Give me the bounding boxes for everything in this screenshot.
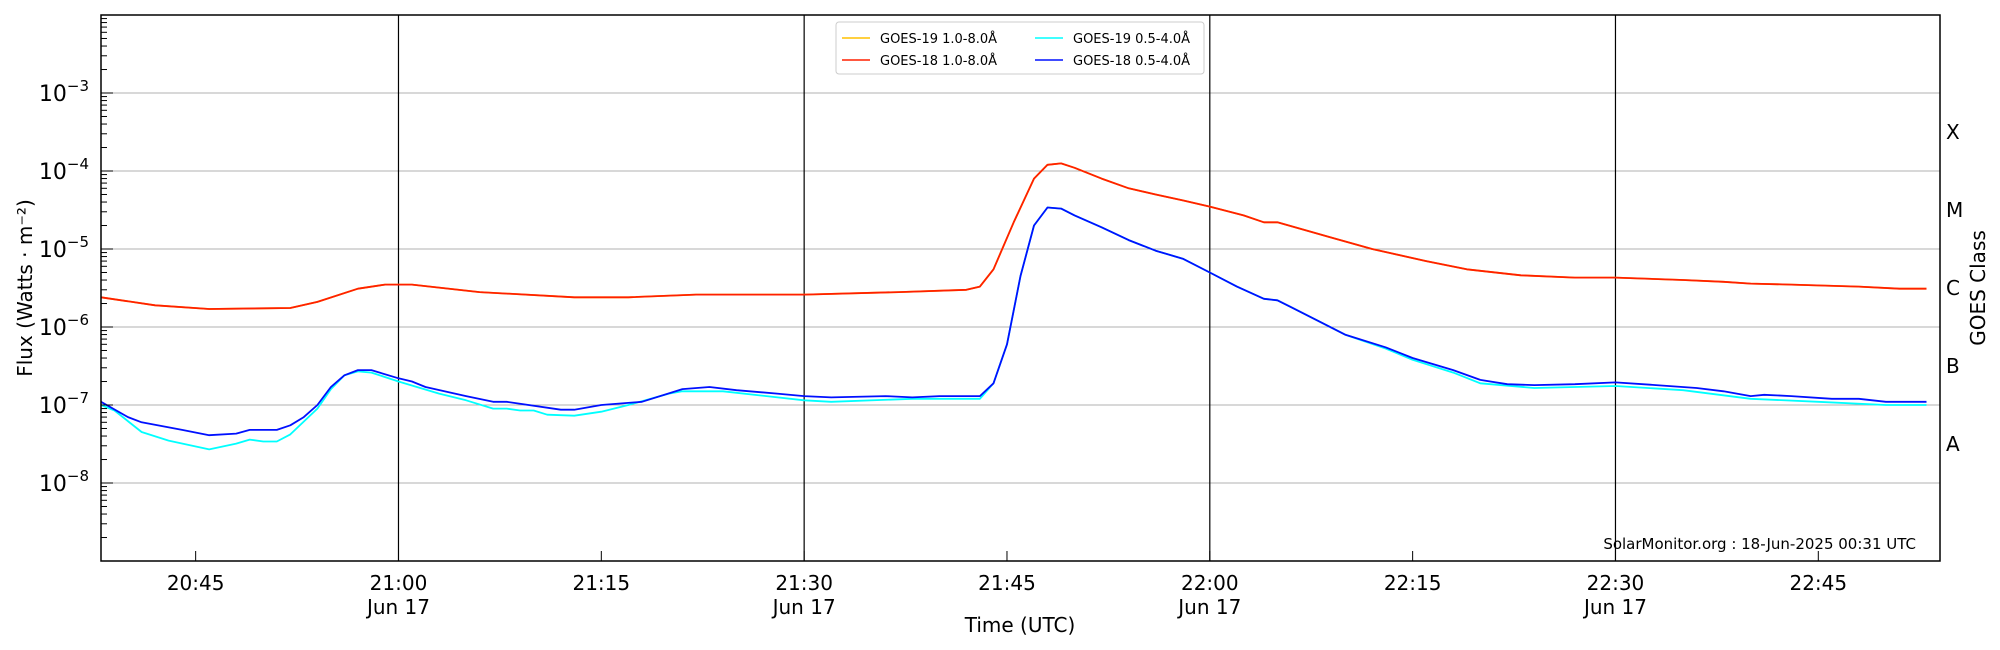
series-line-goes-18-0-5-4-0- [100, 206, 1927, 437]
y-tick-label: 10−5 [39, 233, 89, 263]
legend: GOES-19 1.0-8.0Å GOES-19 0.5-4.0Å GOES-18 … [835, 21, 1205, 75]
legend-box [835, 21, 1205, 75]
x-tick-date-label: Jun 17 [771, 595, 836, 619]
x-tick-label: 22:30 [1587, 571, 1645, 595]
y-tick-label: 10−3 [39, 77, 89, 107]
x-tick-label: 21:45 [978, 571, 1036, 595]
goes-class-label-M: M [1946, 198, 1963, 222]
series-line-goes-19-0-5-4-0- [100, 206, 1927, 451]
y-tick-label: 10−4 [39, 155, 89, 185]
goes-class-label-C: C [1946, 276, 1960, 300]
series-line-goes-19-1-0-8-0- [100, 162, 1927, 310]
y-axis-right-label: GOES Class [1966, 230, 1990, 346]
series-line-goes-18-1-0-8-0- [100, 162, 1927, 310]
goes-class-labels: X M C B A [1946, 120, 1963, 456]
x-tick-label: 20:45 [167, 571, 225, 595]
x-tick-label: 22:45 [1789, 571, 1847, 595]
goes-class-label-A: A [1946, 432, 1960, 456]
legend-entry-label: GOES-18 0.5-4.0Å [1073, 53, 1190, 69]
legend-entry-label: GOES-19 0.5-4.0Å [1073, 31, 1190, 47]
x-tick-label: 22:00 [1181, 571, 1239, 595]
x-tick-date-label: Jun 17 [1176, 595, 1241, 619]
legend-entry-label: GOES-19 1.0-8.0Å [880, 31, 997, 47]
y-axis-ticks: 10−8 10−7 10−6 10−5 10−4 10−3 [39, 18, 113, 539]
plot-frame [100, 14, 1941, 562]
x-tick-date-label: Jun 17 [1582, 595, 1647, 619]
x-axis-label: Time (UTC) [964, 613, 1076, 637]
x-tick-label: 21:00 [370, 571, 428, 595]
goes-class-label-X: X [1946, 120, 1960, 144]
x-tick-label: 21:15 [572, 571, 630, 595]
x-tick-label: 21:30 [775, 571, 833, 595]
series-lines [100, 162, 1927, 451]
day-marker-lines [397, 15, 1617, 561]
grid-lines [101, 92, 1940, 484]
goes-class-label-B: B [1946, 354, 1960, 378]
y-tick-label: 10−8 [39, 467, 89, 497]
source-annotation: SolarMonitor.org : 18-Jun-2025 00:31 UTC [1603, 535, 1916, 553]
y-tick-label: 10−7 [39, 389, 89, 419]
legend-entry-label: GOES-18 1.0-8.0Å [880, 53, 997, 69]
x-tick-date-label: Jun 17 [365, 595, 430, 619]
x-tick-label: 22:15 [1384, 571, 1442, 595]
y-tick-label: 10−6 [39, 311, 89, 341]
y-axis-label: Flux (Watts · m⁻²) [13, 199, 37, 377]
